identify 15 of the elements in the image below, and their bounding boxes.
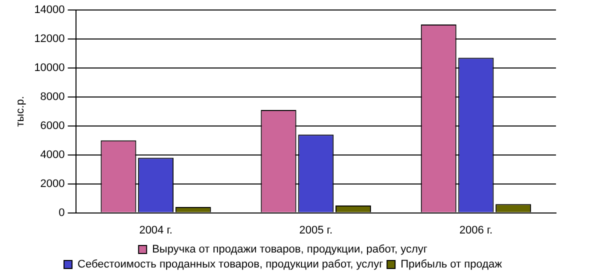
x-tick-label: 2005 г. bbox=[299, 224, 333, 236]
x-tick-label: 2006 г. bbox=[459, 224, 493, 236]
y-tick-label: 2000 bbox=[40, 178, 65, 190]
legend-label: Выручка от продажи товаров, продукции, работ, услуг bbox=[152, 244, 428, 256]
y-tick-label: 4000 bbox=[40, 148, 65, 161]
y-tick-label: 8000 bbox=[40, 90, 65, 103]
y-tick-label: 0 bbox=[58, 206, 65, 219]
legend-label: Прибыль от продаж bbox=[400, 258, 503, 271]
y-tick-label: 6000 bbox=[40, 120, 65, 132]
y-tick-label: 12000 bbox=[34, 33, 65, 46]
y-tick-label: 10000 bbox=[34, 62, 65, 74]
y-tick-label: 14000 bbox=[34, 4, 65, 16]
x-tick-label: 2004 г. bbox=[139, 224, 172, 236]
legend-label: Себестоимость проданных товаров, продукции работ, услуг bbox=[78, 258, 384, 271]
y-axis-title: тыс.р. bbox=[14, 96, 27, 127]
